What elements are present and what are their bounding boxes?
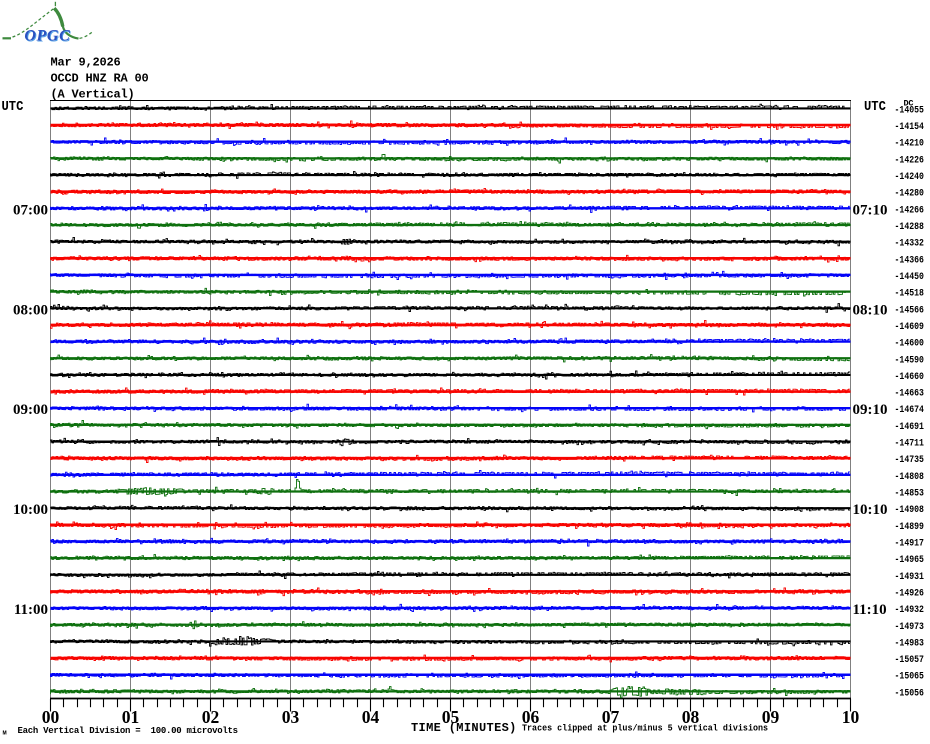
svg-text:10:00: 10:00 bbox=[13, 502, 48, 518]
svg-text:-14660: -14660 bbox=[895, 370, 925, 382]
svg-text:07:00: 07:00 bbox=[13, 202, 48, 218]
svg-text:-14226: -14226 bbox=[895, 153, 925, 165]
svg-text:-14332: -14332 bbox=[895, 237, 925, 249]
svg-text:Traces clipped at plus/minus 5: Traces clipped at plus/minus 5 vertical … bbox=[522, 723, 768, 733]
svg-text:-14055: -14055 bbox=[895, 103, 925, 115]
svg-text:UTC: UTC bbox=[2, 98, 24, 114]
svg-text:-14808: -14808 bbox=[895, 470, 925, 482]
svg-text:-15057: -15057 bbox=[895, 653, 925, 665]
svg-text:-14240: -14240 bbox=[895, 170, 925, 182]
svg-text:-15065: -15065 bbox=[895, 670, 925, 682]
svg-text:03: 03 bbox=[282, 707, 300, 727]
svg-text:-14735: -14735 bbox=[895, 453, 925, 465]
svg-text:-14366: -14366 bbox=[895, 253, 925, 265]
svg-text:-14711: -14711 bbox=[895, 437, 925, 449]
svg-text:OPGC: OPGC bbox=[25, 29, 71, 46]
svg-text:00: 00 bbox=[42, 707, 60, 727]
svg-text:-14590: -14590 bbox=[895, 353, 925, 365]
svg-text:04: 04 bbox=[362, 707, 380, 727]
svg-text:-14288: -14288 bbox=[895, 220, 925, 232]
svg-text:-14154: -14154 bbox=[895, 120, 925, 132]
svg-text:06: 06 bbox=[522, 707, 540, 727]
svg-text:-14917: -14917 bbox=[895, 537, 925, 549]
svg-text:-14518: -14518 bbox=[895, 287, 925, 299]
svg-text:-14932: -14932 bbox=[895, 603, 925, 615]
svg-text:-14973: -14973 bbox=[895, 620, 925, 632]
svg-text:-14674: -14674 bbox=[895, 403, 925, 415]
svg-text:02: 02 bbox=[202, 707, 220, 727]
svg-text:-14926: -14926 bbox=[895, 587, 925, 599]
svg-text:08: 08 bbox=[682, 707, 700, 727]
svg-text:-14691: -14691 bbox=[895, 420, 925, 432]
svg-text:10:10: 10:10 bbox=[853, 502, 888, 518]
svg-text:-15056: -15056 bbox=[895, 686, 925, 698]
svg-text:OCCD HNZ RA 00: OCCD HNZ RA 00 bbox=[51, 71, 149, 85]
svg-text:01: 01 bbox=[122, 707, 140, 727]
svg-text:м: м bbox=[3, 730, 7, 738]
svg-text:-14908: -14908 bbox=[895, 503, 925, 515]
svg-text:07: 07 bbox=[602, 707, 620, 727]
svg-text:-14266: -14266 bbox=[895, 203, 925, 215]
svg-text:05: 05 bbox=[442, 707, 460, 727]
svg-text:-14983: -14983 bbox=[895, 636, 925, 648]
svg-text:-14663: -14663 bbox=[895, 387, 925, 399]
svg-text:Each Vertical Division = 100.: Each Vertical Division = 100.00 microvol… bbox=[18, 726, 238, 736]
svg-text:DC: DC bbox=[904, 99, 914, 109]
svg-text:-14280: -14280 bbox=[895, 187, 925, 199]
svg-text:OPGC: OPGC bbox=[24, 28, 70, 45]
svg-text:Mar 9,2026: Mar 9,2026 bbox=[51, 55, 121, 69]
svg-text:09: 09 bbox=[762, 707, 780, 727]
svg-text:-14609: -14609 bbox=[895, 320, 925, 332]
svg-text:08:00: 08:00 bbox=[13, 302, 48, 318]
svg-text:-14210: -14210 bbox=[895, 137, 925, 149]
svg-text:-14600: -14600 bbox=[895, 337, 925, 349]
svg-text:UTC: UTC bbox=[864, 98, 886, 114]
svg-text:11:10: 11:10 bbox=[853, 602, 887, 618]
svg-text:09:10: 09:10 bbox=[853, 402, 888, 418]
svg-text:-14899: -14899 bbox=[895, 520, 925, 532]
svg-text:11:00: 11:00 bbox=[14, 602, 48, 618]
svg-text:-14931: -14931 bbox=[895, 570, 925, 582]
svg-text:-14853: -14853 bbox=[895, 487, 925, 499]
svg-text:10: 10 bbox=[842, 707, 860, 727]
svg-text:-14965: -14965 bbox=[895, 553, 925, 565]
svg-text:-14450: -14450 bbox=[895, 270, 925, 282]
svg-text:(A Vertical): (A Vertical) bbox=[51, 87, 135, 101]
svg-text:-14566: -14566 bbox=[895, 303, 925, 315]
svg-text:08:10: 08:10 bbox=[853, 302, 888, 318]
svg-text:07:10: 07:10 bbox=[853, 202, 888, 218]
svg-text:09:00: 09:00 bbox=[13, 402, 48, 418]
svg-text:TIME (MINUTES): TIME (MINUTES) bbox=[411, 721, 517, 735]
